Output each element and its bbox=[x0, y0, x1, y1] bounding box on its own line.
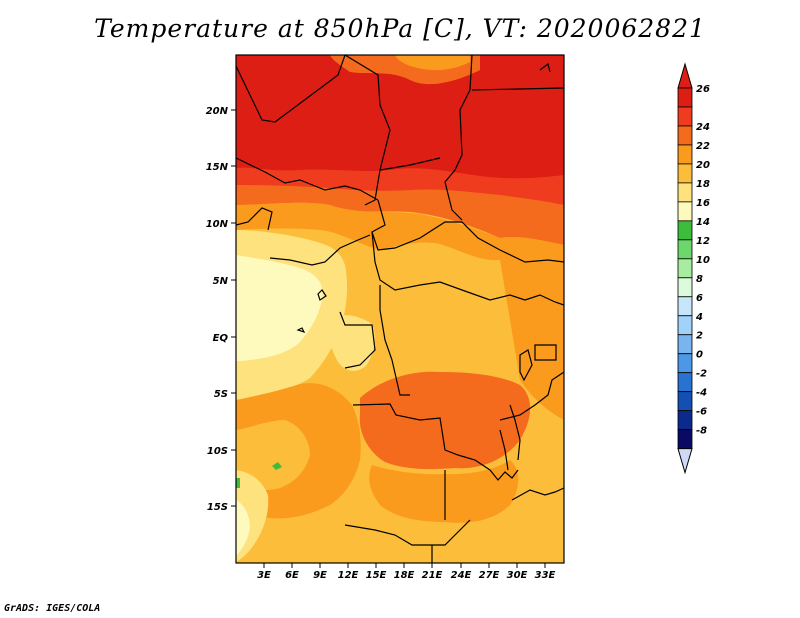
colorbar-label: 14 bbox=[696, 217, 710, 228]
map-frame bbox=[235, 54, 565, 564]
colorbar-swatch bbox=[677, 239, 693, 260]
lon-label: 6E bbox=[285, 570, 299, 581]
colorbar-swatch bbox=[677, 410, 693, 431]
colorbar-label: 8 bbox=[696, 274, 703, 285]
colorbar-swatch bbox=[677, 125, 693, 146]
band-12-spot bbox=[272, 462, 282, 470]
colorbar-bottom-arrow bbox=[677, 448, 693, 475]
band-20-north bbox=[236, 202, 564, 265]
band-12-edge bbox=[236, 478, 240, 488]
lat-label: 10N bbox=[206, 219, 229, 230]
lat-label: 15N bbox=[206, 162, 229, 173]
colorbar-swatch bbox=[677, 353, 693, 374]
lon-label: 27E bbox=[479, 570, 500, 581]
colorbar-swatch bbox=[677, 429, 693, 450]
colorbar-top-arrow bbox=[677, 62, 693, 89]
colorbar-label: -4 bbox=[696, 388, 707, 399]
colorbar-label: -8 bbox=[696, 426, 707, 437]
lat-label: 10S bbox=[207, 446, 228, 457]
band-26 bbox=[236, 55, 564, 179]
colorbar-label: 4 bbox=[695, 312, 703, 323]
lon-label: 24E bbox=[451, 570, 472, 581]
colorbar-swatch bbox=[677, 201, 693, 222]
colorbar-label: 2 bbox=[696, 331, 703, 342]
colorbar-label: 6 bbox=[696, 293, 703, 304]
lat-label: 5S bbox=[214, 389, 228, 400]
country-borders bbox=[236, 55, 564, 563]
lat-label: 15S bbox=[207, 502, 228, 513]
colorbar-swatch bbox=[677, 391, 693, 412]
lat-label: EQ bbox=[213, 333, 229, 344]
colorbar-label: -2 bbox=[696, 369, 707, 380]
colorbar-label: -6 bbox=[696, 407, 707, 418]
latitude-axis: 20N 15N 10N 5N EQ 5S 10S 15S bbox=[206, 106, 236, 513]
lat-label: 5N bbox=[213, 276, 229, 287]
colorbar-swatch bbox=[677, 220, 693, 241]
longitude-axis: 3E 6E 9E 12E 15E 18E 21E 24E 27E 30E 33E bbox=[257, 563, 556, 581]
colorbar-label: 20 bbox=[696, 160, 710, 171]
colorbar-label: 26 bbox=[696, 84, 710, 95]
map-title: Temperature at 850hPa [C], VT: 202006282… bbox=[94, 14, 706, 43]
colorbar-label: 22 bbox=[696, 141, 710, 152]
lon-label: 21E bbox=[422, 570, 443, 581]
band-20-east bbox=[500, 259, 564, 420]
band-22-congo bbox=[359, 371, 531, 470]
colorbar-label: 16 bbox=[696, 198, 710, 209]
band-20-south bbox=[369, 460, 519, 523]
colorbar-swatch bbox=[677, 315, 693, 336]
band-14-sw bbox=[236, 500, 250, 556]
colorbar-swatch bbox=[677, 144, 693, 165]
lon-label: 18E bbox=[394, 570, 415, 581]
band-20-top bbox=[395, 55, 470, 71]
temperature-field bbox=[236, 55, 564, 563]
colorbar-swatch bbox=[677, 87, 693, 108]
colorbar-label: 24 bbox=[696, 122, 710, 133]
colorbar-swatch bbox=[677, 296, 693, 317]
lon-label: 30E bbox=[507, 570, 528, 581]
band-18-sw bbox=[236, 420, 310, 491]
colorbar-swatch bbox=[677, 258, 693, 279]
band-16-gabon bbox=[328, 315, 375, 371]
colorbar-label: 10 bbox=[696, 255, 710, 266]
colorbar-swatch bbox=[677, 182, 693, 203]
colorbar-swatch bbox=[677, 334, 693, 355]
lon-label: 33E bbox=[535, 570, 556, 581]
lat-label: 20N bbox=[206, 106, 229, 117]
band-14-coast bbox=[236, 255, 323, 361]
lon-label: 12E bbox=[338, 570, 359, 581]
lon-label: 3E bbox=[257, 570, 271, 581]
grads-credit: GrADS: IGES/COLA bbox=[4, 603, 101, 614]
colorbar-label: 0 bbox=[696, 350, 703, 361]
colorbar-swatch bbox=[677, 372, 693, 393]
colorbar-swatch bbox=[677, 277, 693, 298]
colorbar-swatch bbox=[677, 106, 693, 127]
colorbar-label: 18 bbox=[696, 179, 710, 190]
colorbar-label: 12 bbox=[696, 236, 710, 247]
lon-label: 15E bbox=[366, 570, 387, 581]
colorbar-swatch bbox=[677, 163, 693, 184]
lon-label: 9E bbox=[313, 570, 327, 581]
